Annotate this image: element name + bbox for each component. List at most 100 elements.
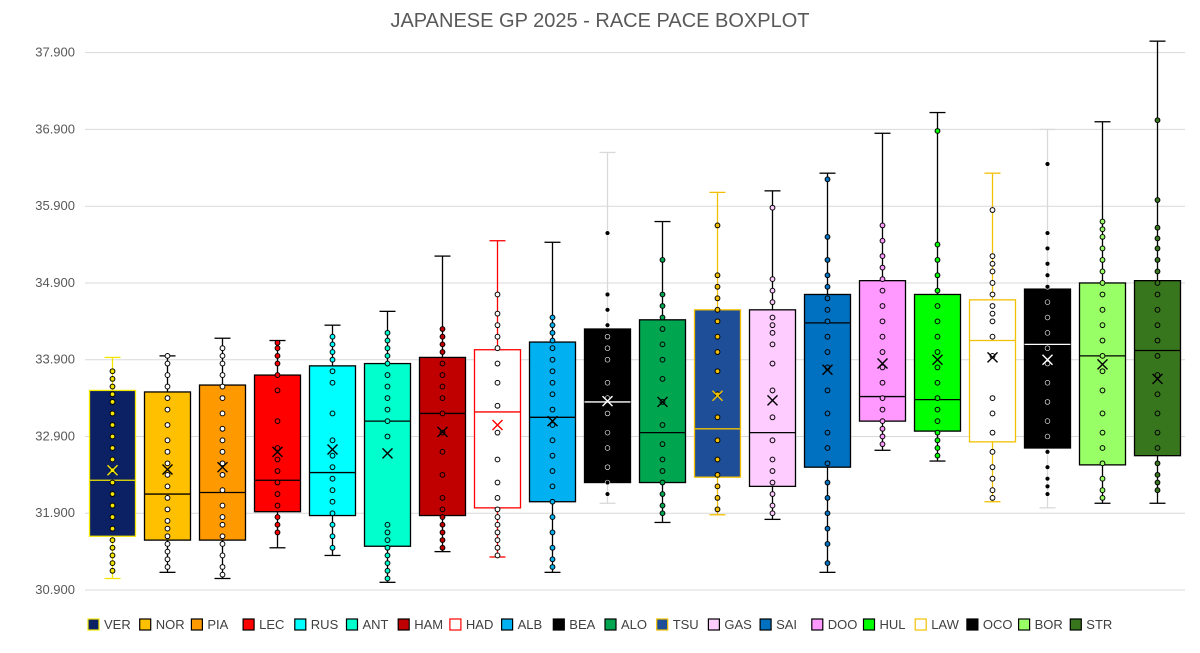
data-point xyxy=(989,318,996,325)
data-point xyxy=(879,318,886,325)
data-point xyxy=(109,399,116,405)
data-point xyxy=(274,529,281,536)
data-point xyxy=(219,571,226,578)
data-point xyxy=(549,314,556,321)
legend-swatch xyxy=(811,618,824,631)
data-point xyxy=(604,380,611,386)
data-point xyxy=(1099,226,1106,233)
data-point xyxy=(549,452,556,459)
data-point xyxy=(824,176,831,183)
data-point xyxy=(274,502,281,509)
data-point xyxy=(769,479,776,486)
data-point xyxy=(1099,337,1106,344)
data-point xyxy=(219,395,226,401)
data-point xyxy=(274,372,281,378)
data-point xyxy=(219,425,226,432)
data-point xyxy=(1044,449,1051,455)
legend-label: BOR xyxy=(1035,617,1063,632)
data-point xyxy=(549,337,556,344)
data-point xyxy=(549,437,556,444)
data-point xyxy=(164,437,171,444)
data-point xyxy=(329,521,336,528)
data-point xyxy=(604,479,611,486)
data-point xyxy=(934,418,941,425)
data-point xyxy=(494,514,501,520)
data-point xyxy=(1099,218,1106,225)
iqr-box xyxy=(363,362,412,547)
data-point xyxy=(1044,418,1051,424)
legend-item-str: STR xyxy=(1069,617,1112,632)
data-point xyxy=(714,506,721,513)
data-point xyxy=(109,391,116,398)
data-point xyxy=(1154,429,1161,436)
legend-item-alb: ALB xyxy=(501,617,542,632)
data-point xyxy=(494,521,501,528)
legend-item-pia: PIA xyxy=(190,617,229,632)
legend-swatch xyxy=(397,618,410,631)
data-point xyxy=(549,422,556,428)
mean-marker xyxy=(712,390,723,402)
data-point xyxy=(1044,433,1051,440)
data-point xyxy=(879,425,886,432)
data-point xyxy=(769,341,776,348)
data-point xyxy=(879,433,886,440)
data-point xyxy=(1099,234,1106,240)
data-point xyxy=(1154,391,1161,398)
data-point xyxy=(219,437,226,444)
data-point xyxy=(879,264,886,271)
mean-marker xyxy=(437,426,448,438)
data-point xyxy=(164,533,171,540)
data-point xyxy=(604,333,611,340)
data-point xyxy=(219,360,226,367)
data-point xyxy=(384,433,391,440)
data-point xyxy=(384,529,391,536)
data-point xyxy=(494,494,501,501)
legend-swatch xyxy=(862,618,876,631)
data-point xyxy=(109,433,116,440)
data-point xyxy=(109,567,116,574)
data-point xyxy=(274,345,281,352)
data-point xyxy=(494,322,501,329)
legend-label: BEA xyxy=(569,617,595,632)
data-point xyxy=(1099,368,1106,375)
data-point xyxy=(1154,257,1161,263)
data-point xyxy=(989,410,996,417)
data-point xyxy=(989,494,996,501)
data-point xyxy=(934,437,941,444)
data-point xyxy=(384,360,391,367)
iqr-box xyxy=(1023,288,1072,449)
data-point xyxy=(1099,322,1106,329)
data-point xyxy=(1154,322,1161,329)
legend-label: HAM xyxy=(414,617,443,632)
data-point xyxy=(934,406,941,413)
legend-label: PIA xyxy=(207,617,228,632)
data-point xyxy=(494,544,501,551)
data-point xyxy=(1154,410,1161,417)
data-point xyxy=(659,356,666,363)
data-point xyxy=(1044,299,1051,305)
data-point xyxy=(934,318,941,325)
data-point xyxy=(879,395,886,401)
data-point xyxy=(1154,471,1161,478)
data-point xyxy=(1044,330,1051,336)
data-point xyxy=(329,379,336,386)
data-point xyxy=(109,479,116,486)
legend-item-gas: GAS xyxy=(707,617,752,632)
data-point xyxy=(714,349,721,355)
data-point xyxy=(1154,460,1161,467)
data-point xyxy=(494,552,501,559)
data-point xyxy=(439,410,446,417)
data-point xyxy=(934,128,941,134)
iqr-box xyxy=(253,374,302,513)
data-point xyxy=(494,379,501,386)
data-point xyxy=(1044,380,1051,386)
box-ver xyxy=(88,356,137,580)
legend-item-had: HAD xyxy=(449,617,493,632)
legend-swatch xyxy=(1017,618,1031,631)
data-point xyxy=(604,230,611,236)
data-point xyxy=(659,291,666,298)
data-point xyxy=(1099,410,1106,417)
data-point xyxy=(1154,268,1161,275)
data-point xyxy=(824,295,831,302)
data-point xyxy=(549,322,556,329)
